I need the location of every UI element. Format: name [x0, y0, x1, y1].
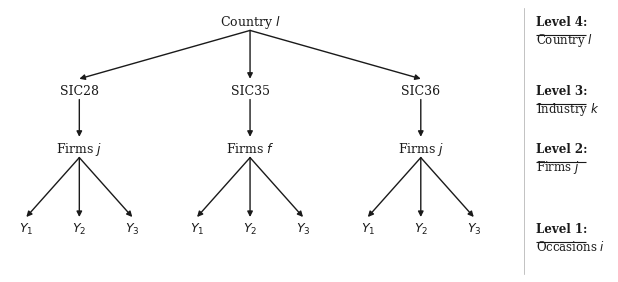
Text: Country $l$: Country $l$ — [536, 32, 593, 49]
Text: Level 4:: Level 4: — [536, 16, 587, 29]
Text: Country $l$: Country $l$ — [220, 14, 281, 31]
Text: $Y_3$: $Y_3$ — [296, 222, 310, 237]
Text: Level 1:: Level 1: — [536, 223, 587, 236]
Text: SIC35: SIC35 — [231, 85, 269, 98]
Text: Firms $j$: Firms $j$ — [536, 159, 579, 176]
Text: Firms $j$: Firms $j$ — [56, 141, 103, 158]
Text: $Y_1$: $Y_1$ — [190, 222, 205, 237]
Text: Level 3:: Level 3: — [536, 85, 587, 98]
Text: Firms $j$: Firms $j$ — [397, 141, 444, 158]
Text: Occasions $i$: Occasions $i$ — [536, 241, 605, 254]
Text: Firms $f$: Firms $f$ — [226, 142, 274, 156]
Text: Industry $k$: Industry $k$ — [536, 101, 599, 118]
Text: SIC28: SIC28 — [60, 85, 99, 98]
Text: $Y_1$: $Y_1$ — [361, 222, 375, 237]
Text: $Y_2$: $Y_2$ — [72, 222, 87, 237]
Text: $Y_2$: $Y_2$ — [243, 222, 257, 237]
Text: $Y_1$: $Y_1$ — [19, 222, 33, 237]
Text: $Y_3$: $Y_3$ — [467, 222, 481, 237]
Text: $Y_2$: $Y_2$ — [413, 222, 428, 237]
Text: $Y_3$: $Y_3$ — [125, 222, 140, 237]
Text: SIC36: SIC36 — [401, 85, 441, 98]
Text: Level 2:: Level 2: — [536, 143, 587, 156]
